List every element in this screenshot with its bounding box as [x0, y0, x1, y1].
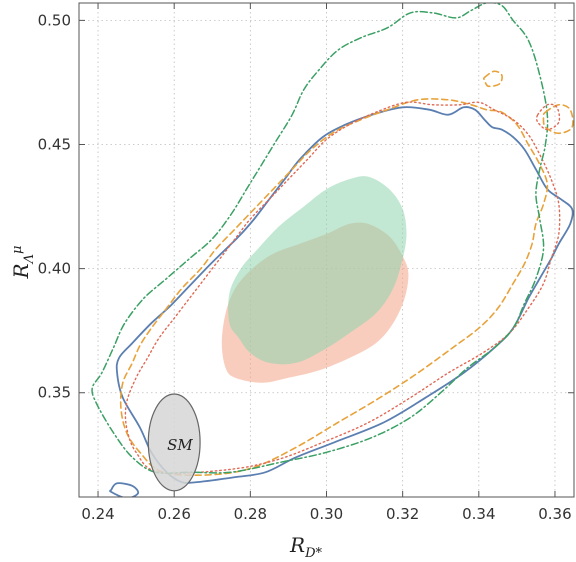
axis-ticks: 0.24 0.26 0.28 0.30 0.32 0.34 0.36 0.35 0.40 0.45… [38, 3, 574, 523]
x-tick-label: 0.30 [310, 505, 343, 523]
x-axis-label: RD* [289, 533, 322, 561]
y-axis-label-main: R [9, 263, 33, 279]
contour-dotted-4 [124, 101, 561, 475]
grid-lines [79, 3, 574, 497]
contour-dotted-8 [535, 103, 561, 131]
x-tick-label: 0.24 [81, 505, 114, 523]
x-tick-label: 0.34 [462, 505, 495, 523]
x-tick-label: 0.32 [386, 505, 419, 523]
x-axis-label-sub: D* [304, 546, 322, 561]
filled-regions [221, 176, 409, 383]
x-axis-label-main: R [289, 533, 305, 557]
contour-solid-2 [109, 482, 140, 497]
x-tick-label: 0.28 [234, 505, 267, 523]
y-tick-label: 0.40 [38, 260, 71, 278]
y-axis-label-sup: μ [10, 246, 25, 254]
contour-dashed-7 [542, 103, 574, 135]
contour-dashed-3 [119, 98, 549, 477]
y-tick-label: 0.35 [38, 384, 71, 402]
contour-lines [91, 3, 574, 497]
sm-ellipse [147, 393, 201, 492]
contour-solid-1 [115, 106, 574, 484]
y-tick-label: 0.45 [38, 135, 71, 153]
x-tick-label: 0.36 [538, 505, 571, 523]
filled-region-2 [228, 176, 407, 365]
y-tick-label: 0.50 [38, 11, 71, 29]
contour-dashdot-5 [91, 3, 549, 475]
x-tick-label: 0.26 [157, 505, 190, 523]
y-axis-label: RΛμ [9, 246, 37, 280]
contour-dashed-6 [482, 70, 503, 88]
sm-annotation: SM [167, 436, 193, 454]
sm-ellipse-group: SM [147, 393, 201, 492]
y-axis-label-sub: Λ [22, 254, 37, 264]
